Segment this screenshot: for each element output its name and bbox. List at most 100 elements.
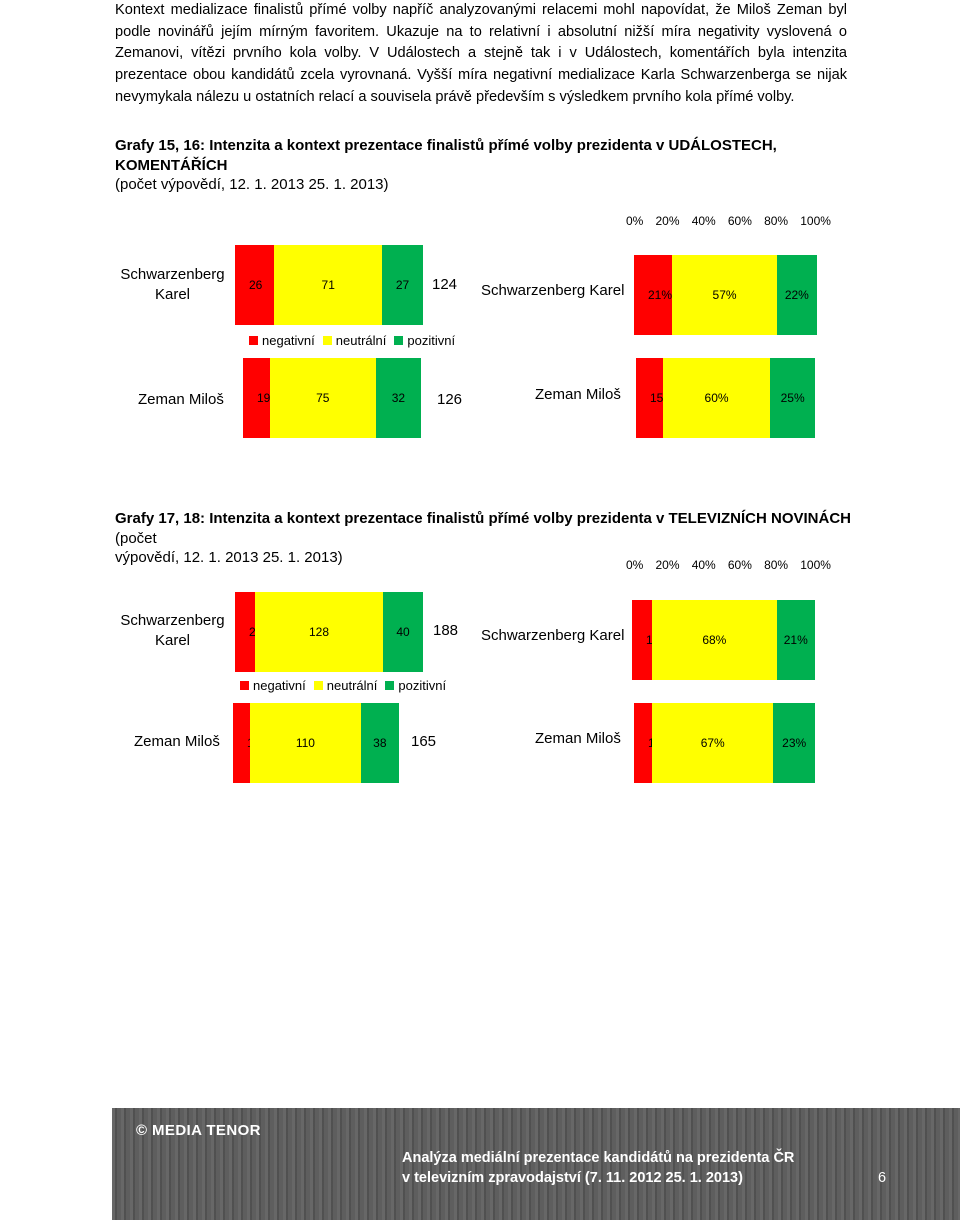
category-label-schwarzenberg: Schwarzenberg Karel	[110, 265, 235, 304]
data-label: 67%	[700, 736, 725, 750]
segment-negativni: 15%	[636, 358, 674, 438]
legend-label: neutrální	[326, 678, 378, 693]
footer-title-line2: v televizním zpravodajství (7. 11. 2012 …	[402, 1170, 743, 1186]
paragraph-line: Kontext medializace finalistů přímé volb…	[115, 2, 847, 18]
section1-title-rest: (počet výpovědí, 12. 1. 2013 25. 1. 2013…	[115, 176, 389, 193]
data-label: 68%	[702, 633, 727, 647]
segment-pozitivni: 22%	[776, 255, 817, 335]
total-chart15-schwarzenberg: 124	[432, 276, 458, 293]
data-label: 26	[249, 278, 263, 292]
segment-negativni: 17	[233, 703, 260, 783]
category-label-schwarzenberg: Schwarzenberg Karel	[110, 611, 235, 650]
data-label: 32	[391, 391, 406, 405]
segment-neutralni: 110	[250, 703, 361, 783]
data-label: 38	[373, 736, 387, 750]
percent-axis: 0% 20% 40% 60% 80% 100%	[626, 214, 831, 228]
legend-item-neutralni: neutrální	[322, 333, 386, 348]
segment-neutralni: 71	[274, 245, 383, 325]
legend-swatch	[249, 336, 258, 345]
data-label: 21%	[648, 288, 673, 302]
axis-tick: 0%	[626, 558, 644, 572]
legend-item-negativni: negativní	[249, 333, 315, 348]
category-label-zeman: Zeman Miloš	[138, 391, 224, 408]
data-label: 75	[316, 391, 330, 405]
category-label-schwarzenberg: Schwarzenberg Karel	[481, 627, 625, 644]
label-line: Karel	[154, 285, 191, 303]
legend-swatch	[240, 681, 249, 690]
total-chart15-zeman: 126	[437, 391, 463, 408]
segment-neutralni: 67%	[652, 703, 774, 783]
bar-chart17-schwarzenberg: 20 128 40	[235, 592, 423, 672]
segment-negativni: 21%	[634, 255, 673, 335]
legend-item-pozitivni: pozitivní	[394, 333, 455, 348]
paragraph-line: prezentace obou kandidátů zcela vyrovnan…	[115, 67, 847, 84]
bar-chart15-schwarzenberg: 26 71 27	[235, 245, 423, 325]
axis-tick: 20%	[655, 558, 680, 572]
legend-swatch	[322, 336, 332, 345]
axis-tick: 100%	[800, 558, 831, 572]
media-tenor-logo: © MEDIA TENOR	[136, 1122, 261, 1139]
segment-neutralni: 68%	[652, 600, 777, 680]
bar-chart18-schwarzenberg: 11% 68% 21%	[632, 600, 815, 680]
data-label: 25%	[780, 391, 805, 405]
section2-title-rest: (počet	[115, 529, 157, 547]
axis-tick: 60%	[727, 558, 752, 572]
section1-title-bold: Grafy 15, 16: Intenzita a kontext prezen…	[115, 137, 777, 174]
legend-swatch	[394, 336, 404, 345]
segment-neutralni: 57%	[672, 255, 777, 335]
category-label-zeman: Zeman Miloš	[535, 730, 621, 747]
category-label-zeman: Zeman Miloš	[134, 733, 220, 750]
segment-negativni: 11%	[632, 600, 669, 680]
section1-heading: Grafy 15, 16: Intenzita a kontext prezen…	[115, 136, 855, 195]
section2-heading: Grafy 17, 18: Intenzita a kontext prezen…	[115, 509, 855, 568]
axis-tick: 80%	[764, 558, 789, 572]
data-label: 71	[321, 278, 335, 292]
data-label: 23%	[782, 736, 807, 750]
axis-tick: 40%	[691, 214, 716, 228]
segment-neutralni: 60%	[662, 358, 771, 438]
paragraph-line: podle novinářů jejím mírným favoritem. U…	[115, 23, 847, 40]
legend-item-neutralni: neutrální	[313, 678, 378, 693]
label-line: Karel	[154, 631, 191, 649]
axis-tick: 0%	[626, 214, 644, 228]
bar-chart17-zeman: 17 110 38	[233, 703, 399, 783]
segment-pozitivni: 23%	[773, 703, 815, 783]
segment-neutralni: 128	[255, 592, 383, 672]
bar-chart16-schwarzenberg: 21% 57% 22%	[634, 255, 817, 335]
legend-label: pozitivní	[407, 333, 456, 348]
legend-swatch	[385, 681, 395, 690]
bar-chart16-zeman: 15% 60% 25%	[636, 358, 815, 438]
data-label: 19	[257, 391, 271, 405]
axis-tick: 40%	[691, 558, 716, 572]
label-line: Schwarzenberg	[120, 612, 225, 629]
legend-label: negativní	[253, 678, 306, 693]
segment-pozitivni: 21%	[776, 600, 815, 680]
axis-tick: 20%	[655, 214, 680, 228]
footer-texture	[112, 1108, 960, 1220]
data-label: 110	[295, 736, 315, 750]
legend: negativní neutrální pozitivní	[249, 333, 463, 348]
paragraph-line: Zemanovi, vítězi prvního kola volby. V U…	[115, 45, 847, 62]
intro-paragraph: Kontext medializace finalistů přímé volb…	[115, 0, 847, 109]
page-number: 6	[878, 1170, 887, 1186]
category-label-zeman: Zeman Miloš	[535, 386, 621, 403]
footer-banner: © MEDIA TENOR Analýza mediální prezentac…	[112, 1108, 960, 1220]
legend-item-pozitivni: pozitivní	[385, 678, 446, 693]
legend-swatch	[313, 681, 323, 690]
footer-title-line1: Analýza mediální prezentace kandidátů na…	[402, 1150, 795, 1166]
total-chart17-schwarzenberg: 188	[433, 622, 459, 639]
legend-item-negativni: negativní	[240, 678, 306, 693]
data-label: 57%	[712, 288, 737, 302]
label-line: Schwarzenberg	[120, 266, 225, 283]
section2-title-rest: výpovědí, 12. 1. 2013 25. 1. 2013)	[115, 549, 343, 566]
segment-negativni: 10%	[634, 703, 672, 783]
legend-label: pozitivní	[398, 678, 447, 693]
segment-negativni: 20	[235, 592, 262, 672]
data-label: 128	[308, 625, 330, 639]
axis-tick: 80%	[764, 214, 789, 228]
data-label: 60%	[704, 391, 729, 405]
percent-axis: 0% 20% 40% 60% 80% 100%	[626, 558, 831, 572]
data-label: 27	[395, 278, 410, 292]
segment-pozitivni: 38	[360, 703, 399, 783]
segment-neutralni: 75	[269, 358, 376, 438]
